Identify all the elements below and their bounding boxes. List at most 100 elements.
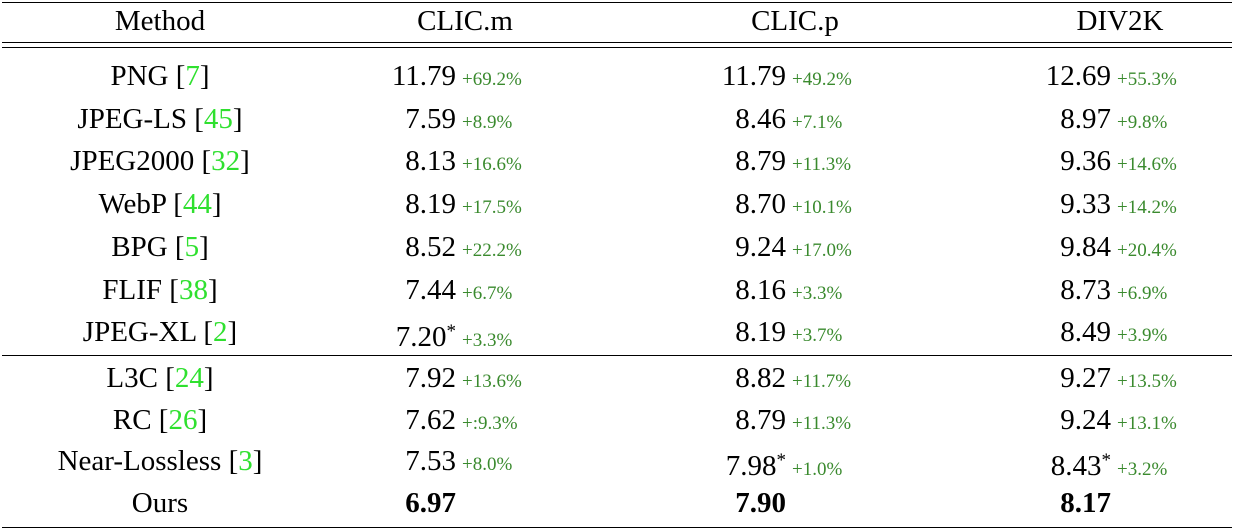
value-cell: 8.97 +9.8%	[1023, 99, 1217, 139]
method-name: WebP	[98, 188, 166, 221]
method-cell: JPEG-XL [2]	[83, 312, 237, 352]
citation: [24]	[165, 362, 214, 394]
value: 8.82	[698, 358, 786, 398]
value: 8.52	[368, 227, 456, 267]
delta: +6.7%	[462, 282, 513, 304]
value-cell: 8.70 +10.1%	[698, 184, 892, 224]
citation: [2]	[203, 316, 238, 349]
value: 9.33	[1023, 184, 1111, 224]
method-cell: BPG [5]	[111, 227, 209, 267]
value-text: 9.84	[1060, 230, 1111, 263]
value-text: 7.20	[395, 321, 447, 354]
value-cell: 8.79 +11.3%	[698, 400, 892, 440]
value: 8.70	[698, 184, 786, 224]
value-cell: 9.33 +14.2%	[1023, 184, 1217, 224]
method-name: BPG	[111, 230, 168, 263]
delta: +3.3%	[792, 282, 843, 304]
value-cell: 7.90	[698, 483, 892, 523]
value-cell: 8.17	[1023, 483, 1217, 523]
delta: +69.2%	[462, 69, 522, 90]
value: 7.90	[698, 483, 786, 523]
method-cell: PNG [7]	[110, 56, 209, 96]
citation: [38]	[169, 273, 218, 306]
delta: +9.8%	[1117, 111, 1168, 133]
header-rule	[2, 47, 1232, 48]
value-text: 11.79	[721, 60, 786, 92]
group-rule	[2, 355, 1232, 356]
value-text: 8.79	[735, 403, 786, 436]
value-cell: 7.44 +6.7%	[368, 270, 562, 310]
delta: +11.7%	[792, 371, 852, 392]
value: 7.59	[368, 99, 456, 139]
value: 7.98*	[698, 441, 786, 486]
delta: +3.7%	[792, 325, 843, 347]
citation: [45]	[194, 102, 243, 135]
top-rule	[2, 2, 1232, 3]
value-text: 7.62	[405, 403, 456, 436]
value-text: 9.36	[1060, 145, 1111, 178]
value: 8.19	[368, 184, 456, 224]
value-cell: 9.24 +17.0%	[698, 227, 892, 267]
value-text: 8.52	[405, 230, 456, 263]
value: 6.97	[368, 483, 456, 523]
value-cell: 8.82 +11.7%	[698, 358, 892, 398]
delta: +8.0%	[462, 454, 513, 476]
delta: +:9.3%	[462, 412, 518, 434]
delta: +49.2%	[792, 69, 852, 90]
value-text: 7.92	[405, 362, 456, 394]
value-text: 8.82	[735, 362, 786, 394]
value-cell: 7.59 +8.9%	[368, 99, 562, 139]
header-rule	[2, 42, 1232, 43]
bottom-rule	[2, 527, 1232, 528]
value-cell: 7.53 +8.0%	[368, 441, 562, 481]
value: 8.16	[698, 270, 786, 310]
delta: +13.6%	[462, 371, 522, 392]
value-cell: 12.69 +55.3%	[1023, 56, 1217, 96]
value-cell: 7.62 +:9.3%	[368, 400, 562, 440]
value-text: 8.19	[405, 188, 456, 221]
value-text: 6.97	[405, 487, 456, 520]
value: 12.69	[1023, 56, 1111, 96]
value-cell: 9.36 +14.6%	[1023, 141, 1217, 181]
value: 7.20*	[368, 312, 456, 357]
method-name: JPEG-LS	[77, 102, 187, 135]
value-cell: 7.20* +3.3%	[368, 312, 562, 353]
value-cell: 8.13 +16.6%	[368, 141, 562, 181]
delta: +20.4%	[1117, 239, 1177, 261]
method-cell: WebP [44]	[98, 184, 221, 224]
value-text: 8.17	[1060, 487, 1111, 520]
value-text: 7.98	[725, 450, 777, 483]
value: 8.97	[1023, 99, 1111, 139]
value-text: 8.70	[735, 188, 786, 221]
value-note: *	[1101, 450, 1112, 472]
value-text: 8.19	[735, 316, 786, 349]
value-text: 8.79	[735, 145, 786, 178]
value-cell: 8.52 +22.2%	[368, 227, 562, 267]
value-text: 12.69	[1045, 60, 1111, 92]
value-cell: 8.43* +3.2%	[1023, 441, 1217, 482]
header-cell: CLIC.m	[417, 5, 513, 37]
header-cell: DIV2K	[1076, 5, 1164, 37]
value-text: 8.13	[405, 145, 456, 178]
delta: +55.3%	[1117, 69, 1177, 90]
delta: +7.1%	[792, 111, 843, 133]
value: 8.19	[698, 312, 786, 352]
delta: +3.3%	[462, 330, 513, 352]
delta: +16.6%	[462, 154, 522, 176]
value: 7.92	[368, 358, 456, 398]
value: 8.49	[1023, 312, 1111, 352]
citation: [26]	[158, 403, 208, 436]
delta: +13.1%	[1117, 412, 1177, 434]
value: 9.36	[1023, 141, 1111, 181]
method-name: RC	[112, 403, 152, 436]
value-cell: 9.24 +13.1%	[1023, 400, 1217, 440]
value: 7.44	[368, 270, 456, 310]
value-cell: 8.73 +6.9%	[1023, 270, 1217, 310]
value: 8.73	[1023, 270, 1111, 310]
header-cell: Method	[114, 5, 206, 37]
method-cell: Ours	[132, 483, 188, 523]
delta: +3.2%	[1117, 459, 1168, 481]
value-cell: 7.98* +1.0%	[698, 441, 892, 482]
value: 8.79	[698, 141, 786, 181]
value: 9.84	[1023, 227, 1111, 267]
